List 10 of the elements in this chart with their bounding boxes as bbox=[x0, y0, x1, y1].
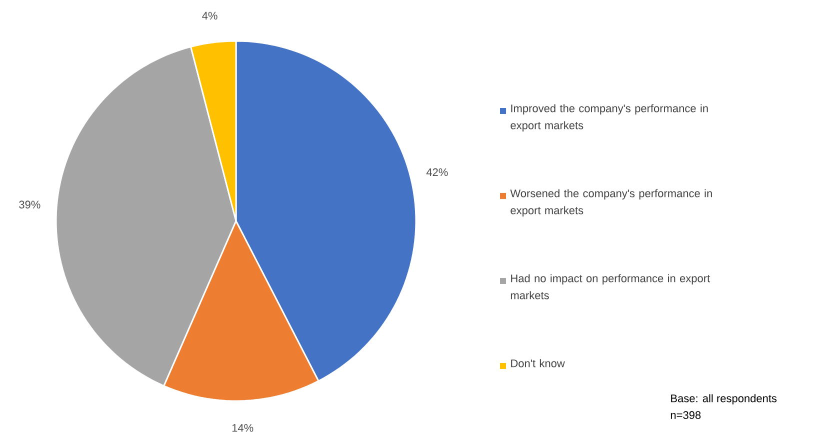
text: n=398 bbox=[670, 411, 701, 419]
legend-label: Improved the company's performance in export markets bbox=[510, 104, 708, 132]
text: Base: all respondents bbox=[671, 394, 777, 404]
data-label: 39% bbox=[19, 200, 40, 208]
legend-label: Worsened the company's performance in export markets bbox=[510, 189, 712, 216]
legend-label: Don't know bbox=[511, 359, 565, 368]
data-label: 14% bbox=[232, 424, 254, 432]
legend-label: Had no impact on performance in export markets bbox=[510, 274, 710, 300]
data-label: 42% bbox=[426, 168, 448, 176]
data-label: 4% bbox=[202, 12, 218, 20]
